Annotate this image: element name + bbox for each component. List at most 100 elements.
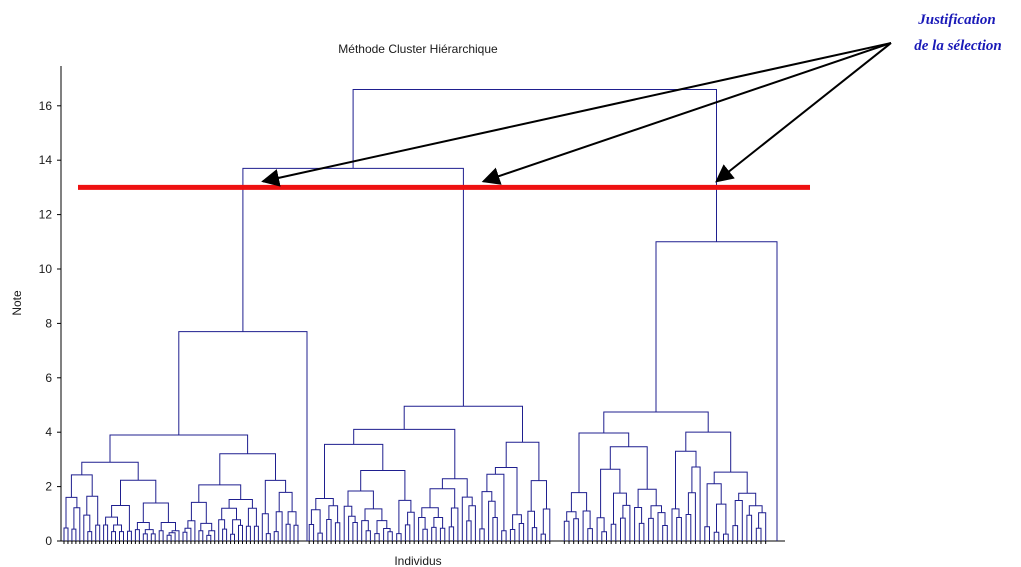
dendrogram-link	[308, 524, 315, 541]
dendrogram-link	[396, 533, 402, 541]
dendrogram-link	[142, 533, 148, 541]
dendrogram-link	[685, 431, 732, 473]
dendrogram-link	[542, 508, 551, 541]
dendrogram-link	[596, 517, 605, 541]
dendrogram-link	[706, 483, 722, 527]
y-tick-label: 6	[45, 371, 52, 385]
x-axis-label: Individus	[394, 554, 441, 567]
dendrogram-link	[638, 522, 645, 541]
dendrogram-link	[238, 524, 243, 541]
dendrogram-link	[127, 530, 132, 541]
dendrogram-link	[275, 511, 283, 541]
dendrogram-link	[481, 491, 493, 529]
dendrogram-link	[83, 514, 91, 541]
dendrogram-link	[111, 531, 116, 541]
dendrogram-link	[364, 508, 383, 521]
dendrogram-link	[383, 528, 391, 541]
dendrogram-link	[637, 488, 657, 508]
dendrogram-link	[120, 479, 157, 506]
dendrogram-link	[119, 531, 124, 541]
dendrogram-link	[671, 508, 680, 541]
dendrogram-link	[713, 531, 720, 541]
dendrogram-link	[570, 492, 588, 512]
dendrogram-link	[109, 434, 249, 463]
dendrogram-link	[422, 528, 428, 541]
dendrogram-link	[732, 525, 739, 541]
dendrogram-link	[655, 241, 778, 541]
dendrogram-link	[317, 532, 323, 541]
dendrogram-link	[466, 520, 472, 541]
dendrogram-link	[182, 531, 188, 541]
dendrogram-link	[404, 524, 411, 541]
dendrogram-link	[610, 523, 617, 541]
dendrogram-link	[531, 527, 538, 541]
dendrogram-link	[527, 510, 535, 541]
dendrogram-link	[540, 533, 546, 541]
dendrogram-link	[247, 507, 257, 527]
dendrogram-link	[657, 512, 666, 541]
dendrogram-link	[73, 507, 81, 541]
dendrogram-link	[450, 507, 459, 541]
dendrogram-link	[326, 519, 332, 541]
dendrogram-link	[530, 480, 547, 512]
dendrogram-link	[184, 527, 192, 541]
dendrogram-link	[582, 510, 591, 541]
dendrogram-link	[136, 522, 150, 530]
dendrogram-link	[245, 525, 251, 541]
dendrogram-link	[166, 534, 172, 541]
dendrogram-link	[71, 528, 77, 541]
dendrogram-link	[723, 533, 729, 541]
dendrogram-link	[492, 517, 498, 541]
dendrogram-link	[587, 528, 593, 541]
dendrogram-link	[352, 522, 358, 541]
dendrogram-link	[685, 514, 692, 541]
dendrogram-link	[343, 505, 353, 541]
dendrogram-link	[310, 509, 321, 534]
annotation-arrow	[481, 42, 892, 185]
dendrogram-link	[479, 528, 485, 541]
dendrogram-link	[87, 531, 93, 541]
dendrogram-link	[293, 524, 299, 541]
dendrogram-link	[150, 533, 156, 541]
dendrogram-link	[374, 533, 380, 541]
dendrogram-link	[431, 526, 437, 541]
dendrogram-link	[601, 531, 607, 541]
dendrogram-link	[746, 514, 753, 541]
dendrogram-link	[221, 507, 237, 520]
y-axis-label: Note	[10, 290, 24, 316]
dendrogram-link	[287, 511, 297, 526]
dendrogram-link	[573, 518, 579, 541]
dendrogram-link	[433, 517, 444, 529]
dendrogram-link	[264, 479, 287, 514]
y-tick-label: 2	[45, 480, 52, 494]
dendrogram-link	[509, 529, 516, 541]
dendrogram-link	[242, 167, 464, 407]
dendrogram-link	[353, 428, 456, 479]
dendrogram-link	[253, 525, 259, 541]
dendrogram-link	[563, 520, 570, 541]
dendrogram-link	[501, 530, 507, 541]
dendrogram-link	[566, 511, 577, 522]
dendrogram-link	[142, 502, 169, 523]
annotation-block: Justification de la sélection	[914, 12, 1001, 54]
dendrogram-link	[662, 525, 668, 541]
dendrogram-link	[675, 450, 697, 509]
dendrogram-link	[609, 446, 648, 490]
y-tick-label: 0	[45, 534, 52, 548]
dendrogram-link	[634, 507, 643, 541]
dendrogram-link	[228, 499, 253, 509]
y-ticks: 0 2 4 6 8 10 12 14 16	[39, 99, 61, 548]
dendrogram-link	[144, 529, 154, 534]
dendrogram-link	[103, 524, 109, 541]
dendrogram-link	[95, 524, 101, 541]
dendrogram-link	[603, 411, 709, 433]
dendrogram-link	[505, 441, 540, 481]
dendrogram-link	[81, 461, 139, 481]
dendrogram-link	[704, 526, 710, 541]
dendrogram-link	[518, 523, 525, 541]
annotation-line-1: Justification	[917, 12, 996, 28]
y-tick-label: 16	[39, 99, 53, 113]
dendrogram-link	[63, 527, 69, 541]
dendrogram-link	[206, 534, 212, 541]
dendrogram-link	[285, 523, 291, 541]
